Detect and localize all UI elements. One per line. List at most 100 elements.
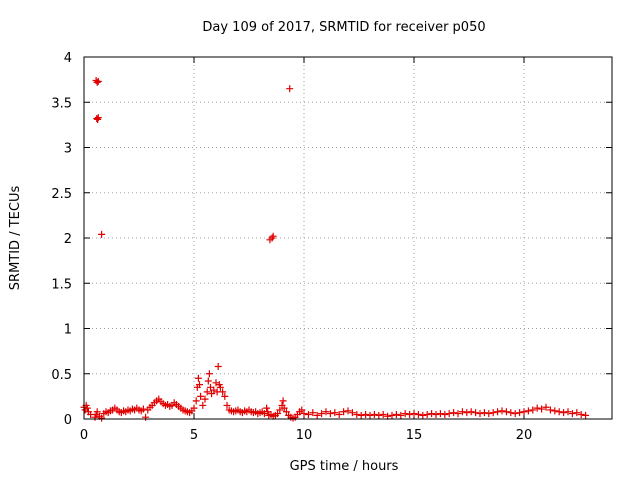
x-tick-label: 20 bbox=[516, 428, 533, 443]
data-point bbox=[357, 411, 365, 419]
data-point bbox=[219, 388, 227, 396]
data-point bbox=[280, 404, 288, 412]
data-point bbox=[98, 230, 106, 238]
data-point bbox=[516, 409, 524, 417]
data-point bbox=[221, 392, 229, 400]
data-point bbox=[94, 114, 102, 122]
data-point bbox=[428, 410, 436, 418]
plot-frame bbox=[83, 56, 613, 420]
data-point bbox=[205, 370, 213, 378]
data-point bbox=[485, 410, 493, 418]
data-point bbox=[582, 411, 590, 419]
data-point bbox=[414, 410, 422, 418]
data-point bbox=[286, 85, 294, 93]
data-point bbox=[445, 410, 453, 418]
data-point bbox=[196, 381, 203, 389]
data-point bbox=[93, 408, 101, 416]
data-point bbox=[472, 409, 480, 417]
data-point bbox=[93, 78, 101, 86]
data-point bbox=[423, 410, 431, 418]
data-point bbox=[348, 409, 356, 417]
x-axis-label: GPS time / hours bbox=[290, 459, 399, 474]
y-tick-label: 1.5 bbox=[51, 277, 72, 292]
data-point bbox=[511, 410, 519, 418]
data-point bbox=[199, 401, 207, 409]
data-point bbox=[94, 77, 102, 85]
y-tick-label: 1 bbox=[64, 323, 72, 338]
data-points bbox=[80, 77, 590, 422]
y-tick-label: 0 bbox=[64, 413, 72, 428]
data-point bbox=[362, 410, 370, 418]
y-tick-label: 4 bbox=[64, 51, 72, 66]
data-point bbox=[318, 410, 326, 418]
data-point bbox=[139, 405, 147, 413]
data-point bbox=[388, 411, 396, 419]
data-point bbox=[476, 410, 484, 418]
data-point bbox=[524, 407, 532, 415]
data-point bbox=[344, 407, 352, 415]
data-point bbox=[269, 232, 277, 240]
data-point bbox=[313, 411, 321, 419]
data-point bbox=[494, 408, 502, 416]
data-point bbox=[298, 406, 306, 414]
data-point bbox=[304, 410, 312, 418]
data-point bbox=[366, 411, 374, 419]
data-point bbox=[194, 374, 202, 382]
data-point bbox=[551, 407, 559, 415]
data-point bbox=[555, 408, 563, 416]
data-point bbox=[223, 401, 231, 409]
data-point bbox=[83, 404, 91, 412]
data-point bbox=[392, 410, 400, 418]
chart-title: Day 109 of 2017, SRMTID for receiver p05… bbox=[202, 20, 485, 35]
grid bbox=[84, 57, 612, 419]
data-point bbox=[406, 410, 414, 418]
y-tick-label: 3.5 bbox=[51, 96, 72, 111]
data-point bbox=[192, 397, 200, 405]
data-point bbox=[216, 383, 224, 391]
data-point bbox=[533, 404, 541, 412]
data-point bbox=[282, 408, 290, 416]
data-point bbox=[564, 408, 572, 416]
x-tick-label: 15 bbox=[406, 428, 423, 443]
data-point bbox=[529, 406, 537, 414]
data-point bbox=[520, 408, 528, 416]
data-point bbox=[335, 410, 343, 418]
y-tick-label: 3 bbox=[64, 142, 72, 157]
data-point bbox=[98, 414, 106, 422]
data-point bbox=[279, 397, 287, 405]
data-point bbox=[326, 410, 334, 418]
data-point bbox=[208, 390, 216, 398]
data-point bbox=[397, 411, 405, 419]
data-point bbox=[309, 409, 317, 417]
data-point bbox=[197, 392, 205, 400]
data-point bbox=[370, 410, 378, 418]
data-point bbox=[463, 409, 471, 417]
data-point bbox=[507, 409, 515, 417]
x-tick-label: 10 bbox=[296, 428, 313, 443]
data-point bbox=[546, 406, 554, 414]
data-point bbox=[410, 410, 418, 418]
data-point bbox=[276, 406, 284, 414]
y-tick-label: 2 bbox=[64, 232, 72, 247]
data-point bbox=[142, 413, 150, 421]
data-point bbox=[573, 409, 581, 417]
data-point bbox=[274, 410, 282, 418]
y-tick-label: 0.5 bbox=[51, 368, 72, 383]
data-point bbox=[204, 377, 212, 385]
y-tick-label: 2.5 bbox=[51, 187, 72, 202]
data-point bbox=[212, 379, 220, 387]
data-point bbox=[480, 409, 488, 417]
y-axis-label: SRMTID / TECUs bbox=[8, 186, 23, 291]
data-point bbox=[432, 410, 440, 418]
data-point bbox=[436, 410, 444, 418]
data-point bbox=[331, 409, 339, 417]
data-point bbox=[458, 408, 466, 416]
data-point bbox=[401, 410, 409, 418]
tick-labels: 0 5 10 15 20 0 0.5 1 1.5 2 2.5 3 3.5 4 bbox=[51, 51, 532, 443]
data-point bbox=[322, 408, 330, 416]
data-point bbox=[214, 363, 222, 371]
data-point bbox=[201, 395, 209, 403]
x-tick-label: 5 bbox=[190, 428, 198, 443]
data-point bbox=[441, 410, 449, 418]
